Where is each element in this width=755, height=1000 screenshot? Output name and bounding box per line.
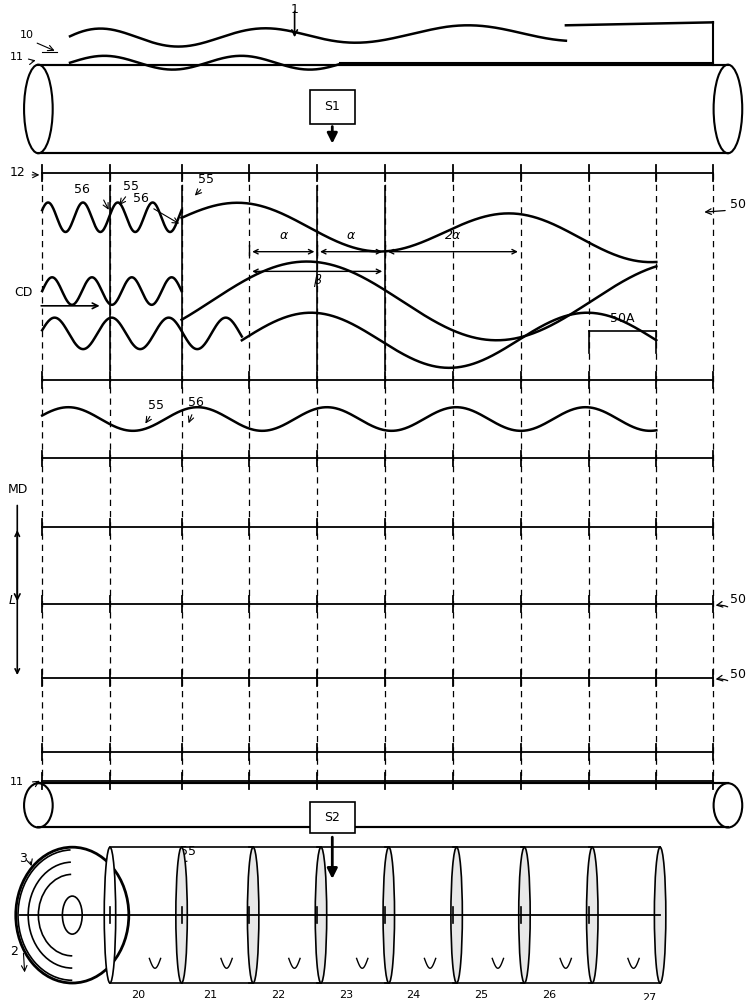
Text: 50: 50 <box>730 198 746 211</box>
FancyBboxPatch shape <box>310 90 355 124</box>
Polygon shape <box>181 847 253 983</box>
Text: 21: 21 <box>203 990 217 1000</box>
Text: 12: 12 <box>10 166 26 179</box>
Ellipse shape <box>713 783 742 827</box>
Text: 10: 10 <box>20 30 33 40</box>
Text: 50A: 50A <box>610 312 635 325</box>
Text: 55: 55 <box>123 180 139 193</box>
Ellipse shape <box>248 847 259 983</box>
Polygon shape <box>521 847 592 983</box>
Text: 55: 55 <box>180 845 196 858</box>
Ellipse shape <box>713 65 742 153</box>
Polygon shape <box>453 847 525 983</box>
Ellipse shape <box>519 847 530 983</box>
Text: 23: 23 <box>339 990 353 1000</box>
Text: 22: 22 <box>271 990 285 1000</box>
Ellipse shape <box>655 847 666 983</box>
Polygon shape <box>39 65 728 153</box>
Text: 56: 56 <box>133 192 149 205</box>
Polygon shape <box>317 847 389 983</box>
Text: 24: 24 <box>406 990 421 1000</box>
Text: β: β <box>313 274 321 287</box>
Ellipse shape <box>24 783 53 827</box>
Text: 1: 1 <box>291 3 298 16</box>
FancyBboxPatch shape <box>310 802 355 833</box>
Text: 50: 50 <box>730 593 746 606</box>
Text: 27: 27 <box>642 993 656 1000</box>
Text: 11: 11 <box>10 52 23 62</box>
Text: 20: 20 <box>131 990 146 1000</box>
Ellipse shape <box>383 847 395 983</box>
Text: 3: 3 <box>20 852 27 865</box>
Ellipse shape <box>16 847 129 983</box>
Ellipse shape <box>587 847 598 983</box>
Text: 25: 25 <box>474 990 488 1000</box>
Polygon shape <box>39 783 728 827</box>
Text: 2: 2 <box>11 945 18 958</box>
Polygon shape <box>110 847 181 983</box>
Text: S1: S1 <box>325 100 341 113</box>
Polygon shape <box>249 847 321 983</box>
Ellipse shape <box>451 847 462 983</box>
Ellipse shape <box>63 896 82 934</box>
Text: L: L <box>8 594 15 607</box>
Text: CD: CD <box>14 286 32 299</box>
Polygon shape <box>385 847 457 983</box>
Text: α: α <box>279 229 288 242</box>
Text: 55: 55 <box>148 399 164 412</box>
Text: α: α <box>347 229 356 242</box>
Ellipse shape <box>104 847 116 983</box>
Ellipse shape <box>316 847 327 983</box>
Ellipse shape <box>24 65 53 153</box>
Text: S2: S2 <box>325 811 341 824</box>
Ellipse shape <box>176 847 187 983</box>
Text: 2α: 2α <box>445 229 461 242</box>
Text: MD: MD <box>8 483 29 496</box>
Polygon shape <box>588 847 660 983</box>
Text: 56: 56 <box>187 396 203 409</box>
Text: 55: 55 <box>198 173 214 186</box>
Text: 50: 50 <box>730 668 746 681</box>
Text: 26: 26 <box>542 990 556 1000</box>
Text: 56: 56 <box>74 183 90 196</box>
Text: 11: 11 <box>10 777 23 787</box>
